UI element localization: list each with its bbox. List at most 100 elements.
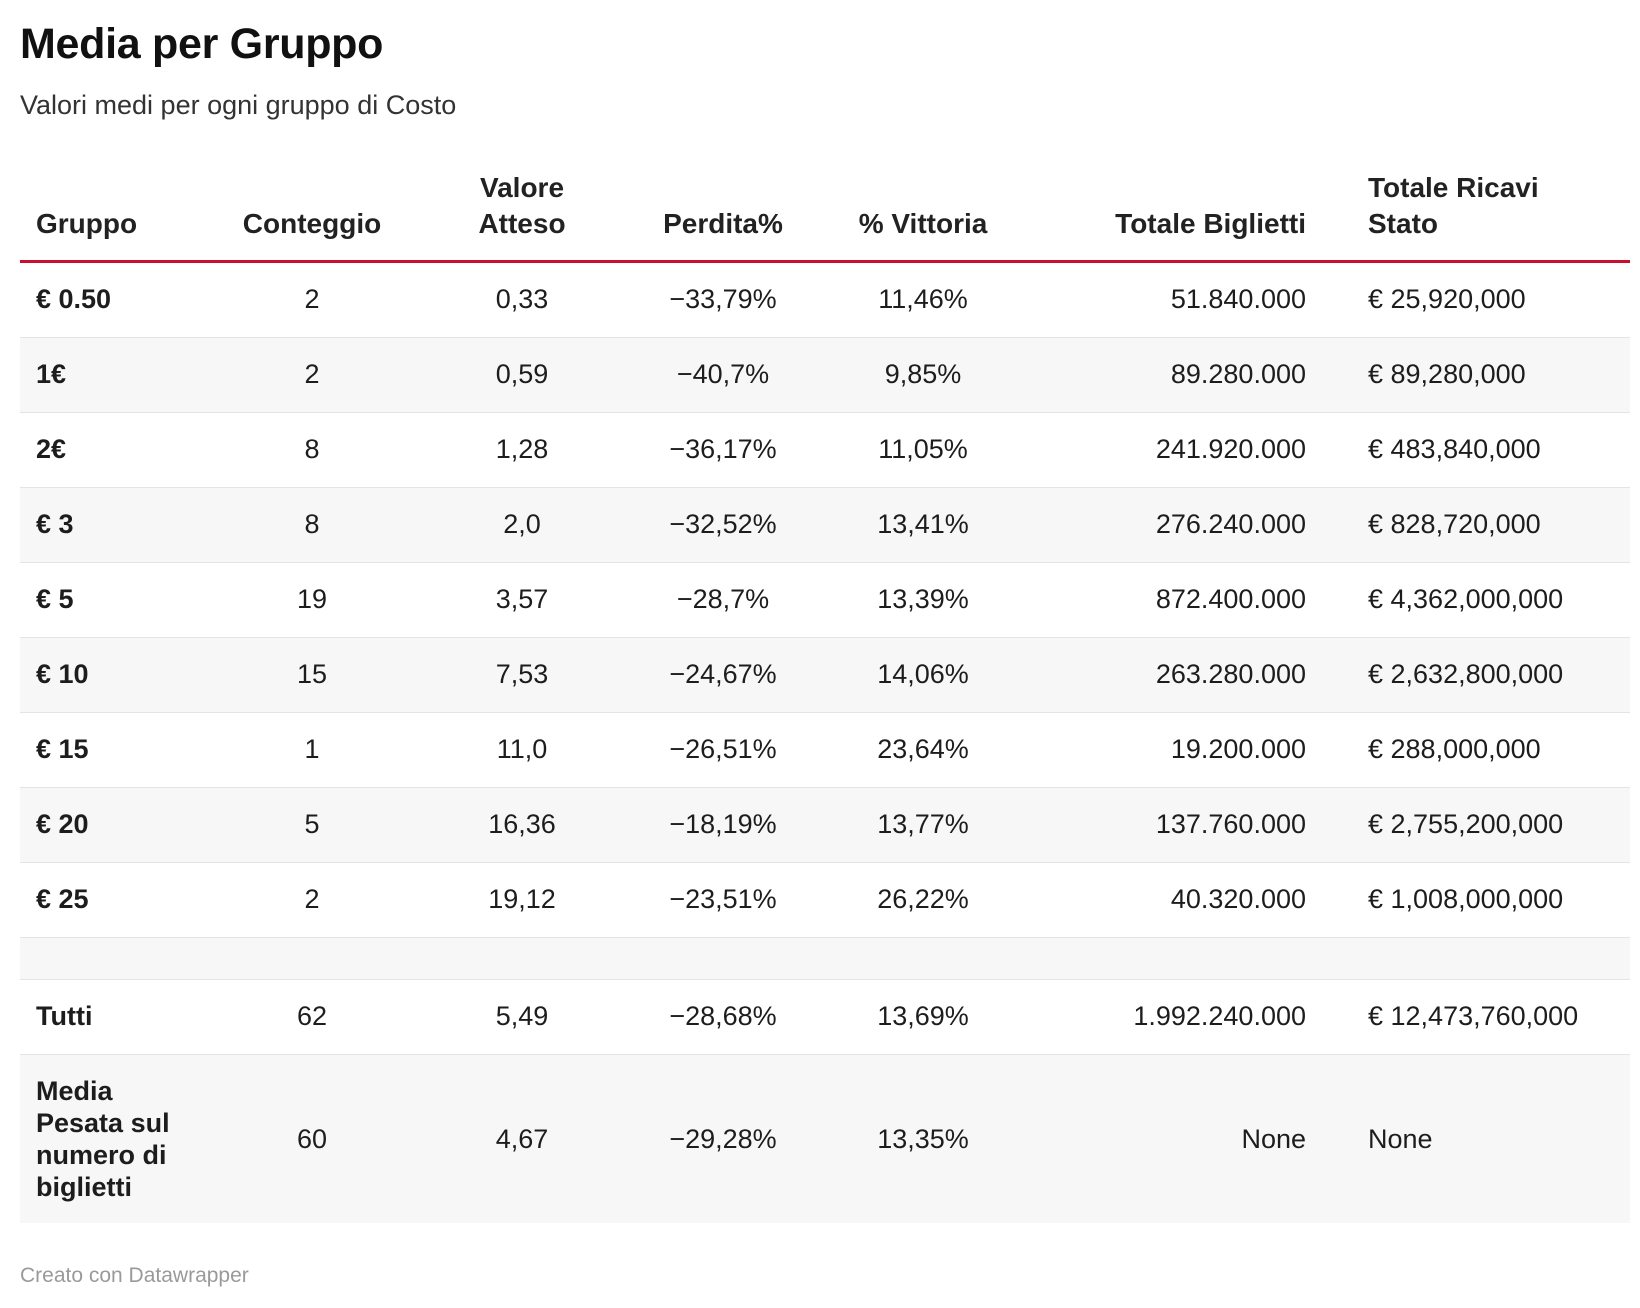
cell-totale-biglietti: 276.240.000 [1012,487,1322,563]
cell-totale-ricavi: € 89,280,000 [1322,337,1630,413]
cell-vittoria: 11,05% [834,412,1012,488]
header-totale-ricavi[interactable]: Totale Ricavi Stato [1368,171,1539,239]
header-gruppo[interactable]: Gruppo [36,207,138,239]
table-row: € 20 5 16,36 −18,19% 13,77% 137.760.000 … [20,787,1630,863]
cell-perdita: −32,52% [612,487,834,563]
cell-valore-atteso: 0,33 [432,261,612,338]
cell-perdita: −24,67% [612,637,834,713]
cell-totale-biglietti: 263.280.000 [1012,637,1322,713]
cell-gruppo: € 20 [20,787,192,863]
cell-totale-biglietti: 89.280.000 [1012,337,1322,413]
cell-vittoria: 13,41% [834,487,1012,563]
cell-valore-atteso [432,937,612,980]
cell-perdita: −28,7% [612,562,834,638]
cell-conteggio: 8 [192,412,432,488]
cell-perdita [612,937,834,980]
cell-vittoria: 14,06% [834,637,1012,713]
cell-gruppo: € 3 [20,487,192,563]
cell-conteggio: 2 [192,862,432,938]
cell-vittoria: 13,69% [834,979,1012,1055]
cell-totale-ricavi: € 4,362,000,000 [1322,562,1630,638]
cell-valore-atteso: 7,53 [432,637,612,713]
cell-conteggio: 19 [192,562,432,638]
cell-valore-atteso: 4,67 [432,1054,612,1223]
table-row: Media Pesata sul numero di biglietti 60 … [20,1054,1630,1223]
cell-valore-atteso: 1,28 [432,412,612,488]
cell-totale-biglietti: 241.920.000 [1012,412,1322,488]
header-conteggio[interactable]: Conteggio [242,207,382,239]
cell-perdita: −40,7% [612,337,834,413]
footer-credit: Creato con Datawrapper [20,1264,249,1287]
cell-totale-biglietti: 51.840.000 [1012,261,1322,338]
cell-gruppo: € 0.50 [20,261,192,338]
cell-gruppo: € 5 [20,562,192,638]
cell-totale-biglietti: 40.320.000 [1012,862,1322,938]
table-row: 1€ 2 0,59 −40,7% 9,85% 89.280.000 € 89,2… [20,337,1630,413]
cell-totale-ricavi: € 483,840,000 [1322,412,1630,488]
cell-vittoria: 13,35% [834,1054,1012,1223]
cell-conteggio: 1 [192,712,432,788]
cell-totale-ricavi: € 2,755,200,000 [1322,787,1630,863]
cell-totale-biglietti [1012,937,1322,980]
cell-gruppo: € 10 [20,637,192,713]
cell-gruppo: Media Pesata sul numero di biglietti [20,1054,192,1223]
cell-gruppo: 1€ [20,337,192,413]
cell-perdita: −23,51% [612,862,834,938]
table-row: € 25 2 19,12 −23,51% 26,22% 40.320.000 €… [20,862,1630,938]
cell-perdita: −33,79% [612,261,834,338]
cell-totale-biglietti: 137.760.000 [1012,787,1322,863]
cell-conteggio: 2 [192,261,432,338]
cell-vittoria: 13,77% [834,787,1012,863]
cell-vittoria [834,937,1012,980]
page-title: Media per Gruppo [20,20,384,68]
cell-perdita: −26,51% [612,712,834,788]
cell-totale-ricavi: € 828,720,000 [1322,487,1630,563]
header-vittoria[interactable]: % Vittoria [858,207,988,239]
cell-gruppo: € 25 [20,862,192,938]
cell-totale-biglietti: 872.400.000 [1012,562,1322,638]
cell-gruppo: Tutti [20,979,192,1055]
cell-valore-atteso: 19,12 [432,862,612,938]
cell-conteggio: 8 [192,487,432,563]
cell-vittoria: 26,22% [834,862,1012,938]
cell-totale-ricavi: € 25,920,000 [1322,261,1630,338]
cell-totale-ricavi [1322,937,1630,980]
data-table: Gruppo Conteggio Valore Atteso Perdita% … [20,165,1630,1223]
cell-conteggio [192,937,432,980]
cell-perdita: −36,17% [612,412,834,488]
cell-totale-biglietti: 19.200.000 [1012,712,1322,788]
table-row: € 3 8 2,0 −32,52% 13,41% 276.240.000 € 8… [20,487,1630,563]
cell-conteggio: 60 [192,1054,432,1223]
cell-totale-biglietti: None [1012,1054,1322,1223]
cell-valore-atteso: 11,0 [432,712,612,788]
cell-totale-biglietti: 1.992.240.000 [1012,979,1322,1055]
header-valore-atteso[interactable]: Valore Atteso [478,171,566,239]
cell-totale-ricavi: € 2,632,800,000 [1322,637,1630,713]
table-row: € 10 15 7,53 −24,67% 14,06% 263.280.000 … [20,637,1630,713]
table-header-row: Gruppo Conteggio Valore Atteso Perdita% … [20,165,1630,261]
cell-valore-atteso: 16,36 [432,787,612,863]
cell-gruppo [20,937,192,980]
cell-conteggio: 62 [192,979,432,1055]
page-subtitle: Valori medi per ogni gruppo di Costo [20,90,457,120]
cell-perdita: −29,28% [612,1054,834,1223]
cell-totale-ricavi: € 12,473,760,000 [1322,979,1630,1055]
cell-totale-ricavi: € 1,008,000,000 [1322,862,1630,938]
cell-perdita: −28,68% [612,979,834,1055]
cell-vittoria: 9,85% [834,337,1012,413]
cell-conteggio: 15 [192,637,432,713]
cell-conteggio: 2 [192,337,432,413]
cell-totale-ricavi: € 288,000,000 [1322,712,1630,788]
header-totale-biglietti[interactable]: Totale Biglietti [1115,207,1306,239]
cell-conteggio: 5 [192,787,432,863]
cell-gruppo: 2€ [20,412,192,488]
table-row: € 5 19 3,57 −28,7% 13,39% 872.400.000 € … [20,562,1630,638]
table-row: Tutti 62 5,49 −28,68% 13,69% 1.992.240.0… [20,979,1630,1055]
cell-valore-atteso: 5,49 [432,979,612,1055]
header-perdita[interactable]: Perdita% [663,207,783,239]
cell-valore-atteso: 3,57 [432,562,612,638]
cell-valore-atteso: 0,59 [432,337,612,413]
cell-gruppo: € 15 [20,712,192,788]
cell-vittoria: 23,64% [834,712,1012,788]
cell-valore-atteso: 2,0 [432,487,612,563]
